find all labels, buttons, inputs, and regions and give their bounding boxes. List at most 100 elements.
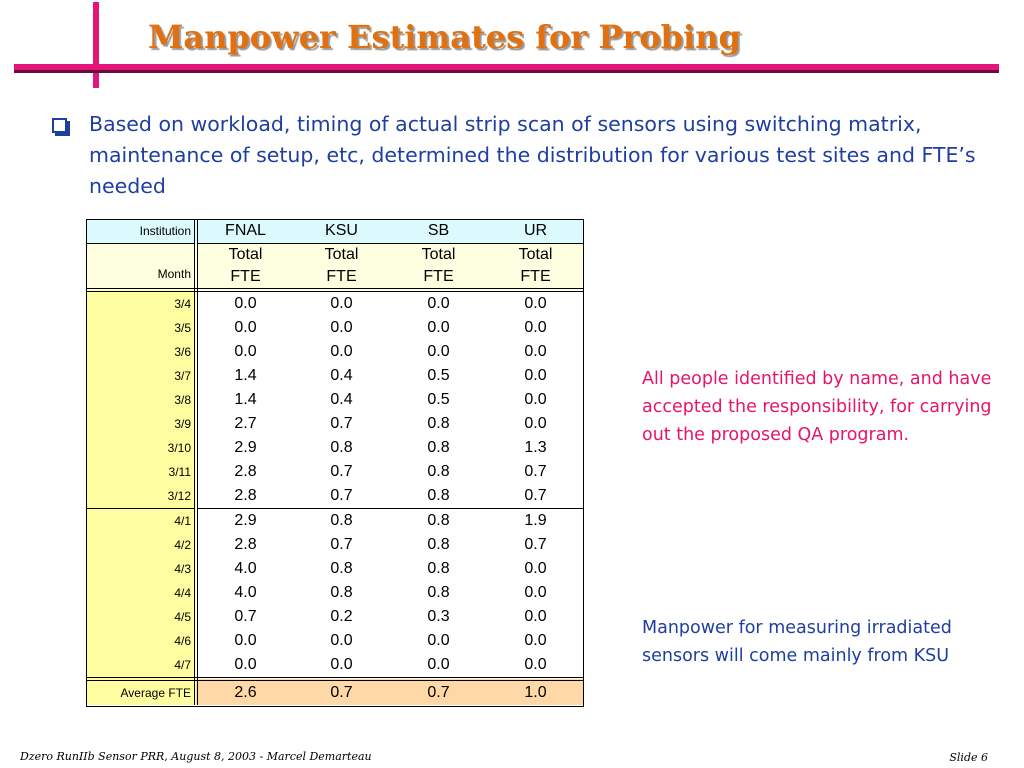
subheader-cell: Total FTE: [293, 243, 390, 292]
fte-value-cell: 0.0: [234, 632, 257, 649]
month-cell: 3/6: [86, 340, 198, 364]
table-row: 4/5 0.7 0.2 0.3 0.0: [86, 605, 584, 629]
fte-value-cell: 2.8: [234, 536, 257, 553]
fte-value-cell: 0.8: [427, 584, 450, 601]
fte-value-cell: 0.0: [524, 343, 547, 360]
fte-value-cell: 2.9: [234, 512, 257, 529]
fte-value-cell: 2.9: [234, 439, 257, 456]
fte-value-cell: 0.0: [427, 319, 450, 336]
fte-value-cell: 0.0: [330, 343, 353, 360]
month-cell: 4/1: [86, 508, 198, 533]
table-row: 4/4 4.0 0.8 0.8 0.0: [86, 581, 584, 605]
fte-value-cell: 0.7: [330, 415, 353, 432]
fte-value-cell: 2.8: [234, 463, 257, 480]
fte-value-cell: 0.0: [330, 632, 353, 649]
note-responsibility: All people identified by name, and have …: [642, 369, 992, 445]
average-value: 1.0: [487, 679, 584, 705]
fte-value-cell: 0.0: [293, 653, 390, 681]
table-header-row: Institution FNAL KSU SB UR: [86, 219, 584, 244]
title-accent-vertical-bar: [93, 2, 99, 88]
month-cell: 3/4: [86, 290, 198, 316]
note-irradiated-sensors: Manpower for measuring irradiated sensor…: [642, 618, 952, 666]
fte-value-cell: 0.0: [524, 391, 547, 408]
table-row: 4/7 0.0 0.0 0.0 0.0: [86, 653, 584, 681]
column-header-ksu: KSU: [293, 219, 390, 244]
fte-value-cell: 0.0: [427, 295, 450, 312]
table-row: 3/8 1.4 0.4 0.5 0.0: [86, 388, 584, 412]
table-row: 4/3 4.0 0.8 0.8 0.0: [86, 557, 584, 581]
fte-value-cell: 4.0: [234, 560, 257, 577]
fte-value-cell: 1.9: [524, 512, 547, 529]
column-header-fnal: FNAL: [196, 219, 293, 244]
average-value: 0.7: [293, 679, 390, 705]
subheader-cell: Total FTE: [390, 243, 487, 292]
table-row: 3/5 0.0 0.0 0.0 0.0: [86, 316, 584, 340]
table-row: 3/6 0.0 0.0 0.0 0.0: [86, 340, 584, 364]
subheader-cell: Total FTE: [487, 243, 584, 292]
fte-value-cell: 0.8: [427, 415, 450, 432]
fte-value-cell: 0.0: [487, 653, 584, 681]
month-cell: 3/11: [86, 460, 198, 484]
fte-value-cell: 2.8: [196, 484, 293, 509]
fte-value-cell: 0.8: [427, 560, 450, 577]
fte-value-cell: 0.8: [330, 584, 353, 601]
title-accent-bar-shadow: [14, 70, 999, 73]
month-cell: 4/6: [86, 629, 198, 653]
month-cell: 3/9: [86, 412, 198, 436]
table-row: 4/2 2.8 0.7 0.8 0.7: [86, 533, 584, 557]
fte-value-cell: 0.7: [524, 536, 547, 553]
fte-value-cell: 0.0: [427, 343, 450, 360]
average-value: 0.7: [390, 679, 487, 705]
fte-value-cell: 0.8: [427, 463, 450, 480]
fte-value-cell: 0.7: [293, 484, 390, 509]
fte-value-cell: 0.8: [390, 484, 487, 509]
slide-number: Slide 6: [949, 751, 988, 764]
fte-value-cell: 1.4: [234, 391, 257, 408]
fte-value-cell: 0.0: [234, 343, 257, 360]
title-accent-horizontal-bar: [14, 64, 999, 70]
month-cell: 3/8: [86, 388, 198, 412]
corner-label: Institution: [86, 219, 198, 244]
table-row: 3/4 0.0 0.0 0.0 0.0: [86, 290, 584, 316]
table-row: 3/11 2.8 0.7 0.8 0.7: [86, 460, 584, 484]
fte-value-cell: 0.8: [330, 439, 353, 456]
fte-value-cell: 0.0: [524, 608, 547, 625]
table-row: 4/6 0.0 0.0 0.0 0.0: [86, 629, 584, 653]
month-cell: 3/7: [86, 364, 198, 388]
table-subheader-row: Month Total FTE Total FTE Total FTE Total FT…: [86, 243, 584, 292]
manpower-table: Institution FNAL KSU SB UR Month Total FT…: [86, 219, 584, 705]
fte-value-cell: 1.4: [234, 367, 257, 384]
table-row: 3/9 2.7 0.7 0.8 0.0: [86, 412, 584, 436]
fte-value-cell: 0.8: [427, 439, 450, 456]
fte-value-cell: 0.5: [427, 391, 450, 408]
fte-value-cell: 0.8: [330, 512, 353, 529]
fte-value-cell: 0.8: [330, 560, 353, 577]
fte-value-cell: 0.8: [427, 512, 450, 529]
fte-value-cell: 0.0: [330, 295, 353, 312]
fte-value-cell: 2.7: [234, 415, 257, 432]
month-cell: 3/12: [86, 484, 198, 509]
fte-value-cell: 0.7: [330, 536, 353, 553]
month-cell: 3/10: [86, 436, 198, 460]
fte-value-cell: 0.0: [524, 560, 547, 577]
column-header-sb: SB: [390, 219, 487, 244]
table-row: 3/7 1.4 0.4 0.5 0.0: [86, 364, 584, 388]
fte-value-cell: 0.4: [330, 367, 353, 384]
footer-citation: Dzero RunIIb Sensor PRR, August 8, 2003 …: [20, 750, 372, 763]
fte-value-cell: 0.4: [330, 391, 353, 408]
column-header-ur: UR: [487, 219, 584, 244]
fte-value-cell: 0.0: [196, 653, 293, 681]
fte-value-cell: 4.0: [234, 584, 257, 601]
average-value: 2.6: [196, 679, 293, 705]
fte-value-cell: 0.0: [390, 653, 487, 681]
fte-value-cell: 0.8: [427, 536, 450, 553]
slide-title: Manpower Estimates for Probing: [148, 18, 741, 56]
fte-value-cell: 0.0: [524, 295, 547, 312]
bullet-text: Based on workload, timing of actual stri…: [89, 112, 976, 198]
table-row: 3/10 2.9 0.8 0.8 1.3: [86, 436, 584, 460]
month-cell: 4/5: [86, 605, 198, 629]
fte-value-cell: 0.0: [427, 632, 450, 649]
month-cell: 4/3: [86, 557, 198, 581]
fte-value-cell: 0.7: [487, 484, 584, 509]
fte-value-cell: 0.0: [234, 295, 257, 312]
